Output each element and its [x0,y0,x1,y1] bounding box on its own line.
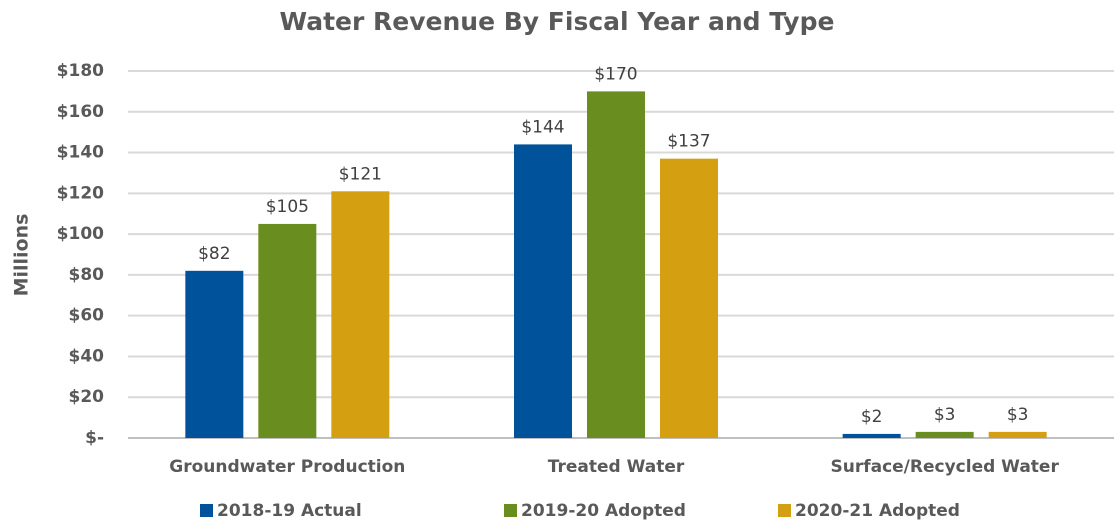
legend-swatch [778,504,791,517]
legend-label: 2020-21 Adopted [795,501,960,521]
value-label: $3 [1007,405,1029,425]
y-tick-label: $80 [69,265,105,285]
value-label: $3 [934,405,956,425]
x-tick-label: Treated Water [548,457,685,477]
value-label: $137 [667,132,710,152]
bar [988,431,1047,438]
legend-label: 2018-19 Actual [217,501,362,521]
x-tick-label: Groundwater Production [169,457,405,477]
y-tick-label: $180 [57,61,104,81]
value-label: $2 [861,407,883,427]
y-tick-label: $- [85,428,104,448]
bar [514,144,572,438]
value-label: $121 [339,164,382,184]
value-label: $105 [266,197,309,217]
bar [185,270,244,438]
y-tick-label: $100 [57,224,104,244]
value-label: $144 [521,117,564,137]
y-tick-label: $60 [69,306,105,326]
y-tick-label: $160 [57,102,104,122]
bar [842,433,901,438]
y-axis-label: Millions [11,214,33,297]
legend-swatch [504,504,517,517]
y-tick-label: $20 [69,387,105,407]
x-tick-label: Surface/Recycled Water [830,457,1059,477]
bar [331,191,390,438]
bar [660,158,718,438]
y-tick-label: $40 [69,346,105,366]
bar [587,91,645,438]
legend-swatch [200,504,213,517]
value-label: $82 [198,244,230,264]
chart-title: Water Revenue By Fiscal Year and Type [280,7,835,36]
bar [258,223,317,438]
y-tick-label: $120 [57,183,104,203]
y-tick-label: $140 [57,143,104,163]
legend-label: 2019-20 Adopted [521,501,686,521]
value-label: $170 [594,64,637,84]
bar [915,431,974,438]
